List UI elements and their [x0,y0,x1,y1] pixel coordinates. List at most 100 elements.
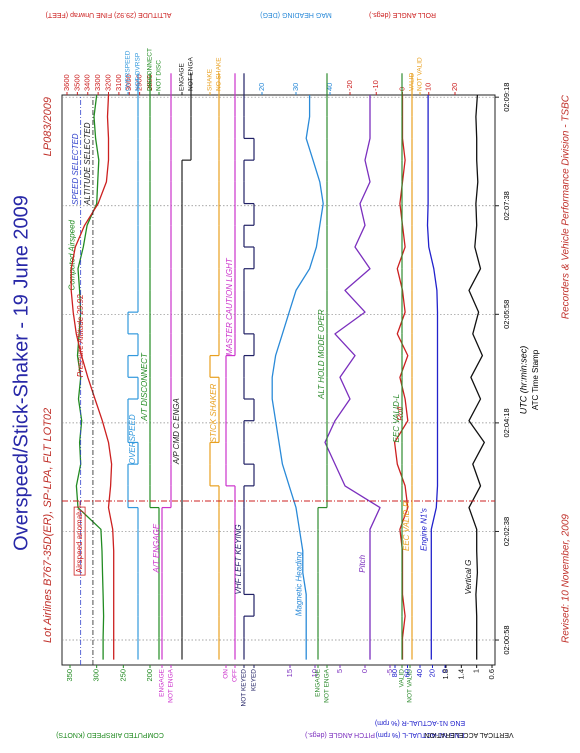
trace [393,95,409,660]
series-name: A/P CMD C ENGA [172,398,181,465]
selected-label: SPEED SELECTED [71,133,80,205]
series-name: Vertical G [464,560,473,595]
y-tick-label: 20 [427,669,436,677]
state-label: SHAKE [207,68,214,91]
y-tick-label: 3200 [103,74,112,91]
y-tick-label: 20 [450,83,459,91]
y-tick-label: 2900 [135,74,144,91]
x-axis-sublabel: ATC Time Stamp [531,349,540,410]
x-tick-label: 02:07:38 [502,191,511,220]
state-label: VALID [399,669,406,688]
report-id: LP083/2009 [42,97,54,156]
state-label: OFF [232,669,239,682]
series-name: Magnetic Heading [294,551,303,616]
state-label: NOT ENGA [324,668,331,702]
y-tick-label: 250 [118,669,127,682]
y-tick-label: -5 [385,669,394,676]
series-name: Roll [396,407,405,421]
series-name: EEC VALID-R [402,501,411,551]
x-tick-label: 02:05:58 [502,300,511,329]
trace [324,95,381,660]
series-name: EEC VALID-L [392,394,401,442]
state-label: NOT VALID [417,57,424,91]
state-label: NOT DISC [156,60,163,91]
series-name: Computed Airspeed [68,219,77,290]
y-tick-label: 5 [335,669,344,673]
y-tick-label: 80 [390,669,399,677]
state-label: NOT ENGA [168,668,175,702]
y-tick-label: -20 [345,80,354,91]
state-label: OVERSPEED [125,50,132,91]
state-label: ENGAGE [159,668,166,696]
y-axis-title: MAG HEADING (DEG) [260,11,332,18]
series-name: Pressure Altitude 29.92 [76,294,85,377]
y-tick-label: 40 [415,669,424,677]
y-tick-label: 1.8 [441,669,450,679]
footer-right: Recorders & Vehicle Performance Division… [561,94,572,319]
event-label-box [73,506,86,576]
trace [271,95,324,660]
chart-title: Overspeed/Stick-Shaker - 19 June 2009 [10,195,32,551]
y-tick-label: 60 [402,669,411,677]
state-label: NOT KEYED [241,669,248,707]
y-tick-label: 0.6 [487,669,496,679]
x-tick-label: 02:04:18 [502,408,511,437]
series-name: A/T ENGAGE [152,523,161,574]
selected-label: ALTITUDE SELECTED [83,122,92,206]
x-tick-label: 02:02:38 [502,517,511,546]
y-tick-label: 3400 [83,74,92,91]
y-tick-label: 3000 [124,74,133,91]
y-axis-title: PITCH ANGLE (degs.) [305,731,375,738]
rotated-chart: Overspeed/Stick-Shaker - 19 June 2009 Lo… [10,11,571,738]
x-tick-label: 02:00:58 [502,625,511,654]
event-label: Airspeed anomaly [75,509,84,573]
state-label: ENGAGE [315,668,322,696]
y-tick-label: 0 [440,669,449,673]
y-tick-label: 1.4 [456,669,465,679]
trace [70,94,115,660]
x-axis-label: UTC (hr:min:sec) [518,346,528,415]
state-label: NOT VALID [407,669,414,703]
y-tick-label: 10 [310,669,319,677]
y-tick-label: 300 [92,669,101,682]
chart-subtitle: Lot Airlines B767-35D(ER), SP-LPA, FLT L… [42,408,54,643]
state-label: NOT OVRSP [135,53,142,91]
y-axis-title: ROLL ANGLE (degs.) [369,11,436,18]
y-tick-label: 3500 [72,74,81,91]
footer-left: Revised: 10 November, 2009 [561,514,572,643]
state-label: ENGAGE [179,63,186,91]
y-tick-label: 3300 [93,74,102,91]
y-axis-title: COMPUTED AIRSPEED (KNOTS) [56,731,164,738]
y-tick-label: 3600 [62,74,71,91]
y-tick-label: 10 [424,83,433,91]
y-tick-label: 30 [291,83,300,91]
series-name: OVERSPEED [128,414,137,464]
state-label: ON [223,669,230,679]
y-tick-label: 350 [65,669,74,682]
state-label: KEYED [251,669,258,691]
series-name: STICK SHAKER [209,384,218,443]
series-name: Pitch [358,554,367,572]
x-tick-label: 02:09:18 [502,83,511,112]
series-name: MASTER CAUTION LIGHT [225,257,234,355]
series-name: A/T DISCONNECT [140,352,149,422]
y-tick-label: 0 [360,669,369,673]
y-tick-label: -10 [371,80,380,91]
series-name: ALT HOLD MODE OPER [317,309,326,400]
series-name: VHF LEFT KEYING [234,524,243,594]
y-axis-title: ALTITUDE (29.92) FINE Unwrap (FEET) [46,11,172,18]
y-tick-label: 1 [472,669,481,673]
plot-frame [61,94,496,666]
y-tick-label: 15 [285,669,294,677]
y-tick-label: 20 [257,83,266,91]
y-tick-label: 40 [325,83,334,91]
y-axis-title: VERTICAL ACCELERATION [424,731,513,738]
y-tick-label: 3100 [114,74,123,91]
y-axis-title: ENG N1-ACTUAL-R (% rpm) [375,719,465,726]
y-axis-title: ENG N1-ACTUAL-L (% rpm) [376,731,465,738]
state-label: DISCONNECT [147,48,154,91]
series-name: Engine N1's [419,508,428,551]
y-tick-label: 200 [145,669,154,682]
trace [426,95,439,660]
